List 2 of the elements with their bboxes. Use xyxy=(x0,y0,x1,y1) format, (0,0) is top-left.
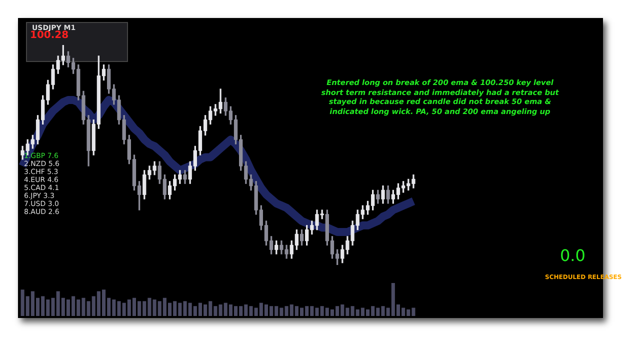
text: 0.0 xyxy=(560,246,586,265)
text: 100.28 xyxy=(30,30,69,41)
